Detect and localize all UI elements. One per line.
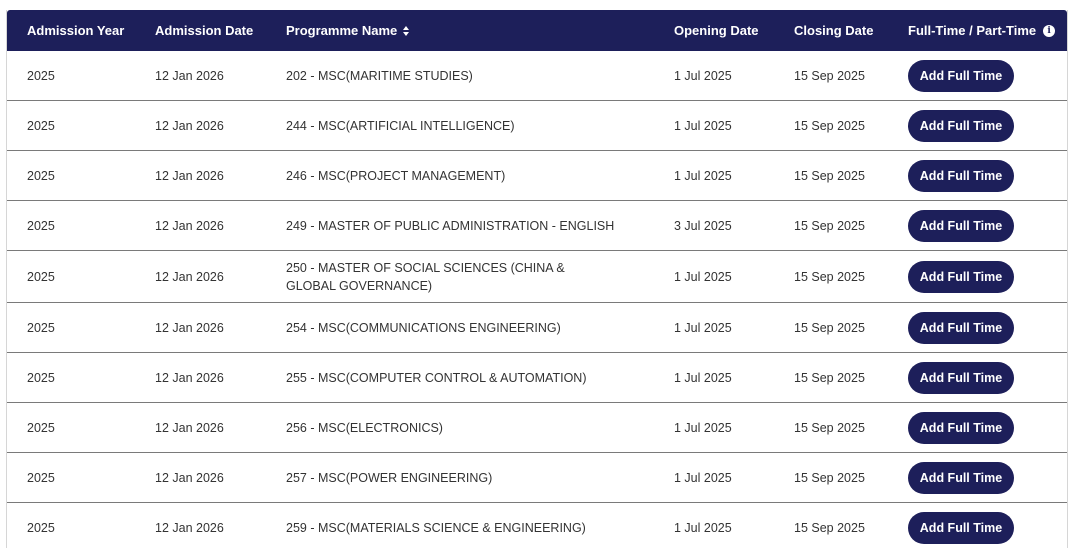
cell-opening-date: 1 Jul 2025 xyxy=(674,420,732,435)
header-opening-date: Opening Date xyxy=(654,10,774,51)
sort-icon[interactable] xyxy=(403,25,410,36)
cell-admission-date: 12 Jan 2026 xyxy=(155,370,224,385)
cell-admission-date: 12 Jan 2026 xyxy=(155,168,224,183)
header-opening-date-label: Opening Date xyxy=(674,23,759,38)
cell-admission-date: 12 Jan 2026 xyxy=(155,269,224,284)
add-full-time-button[interactable]: Add Full Time xyxy=(908,511,1014,544)
cell-closing-date: 15 Sep 2025 xyxy=(794,168,865,183)
cell-year: 2025 xyxy=(27,520,55,535)
table-row: 2025 12 Jan 2026 246 - MSC(PROJECT MANAG… xyxy=(7,151,1067,201)
cell-closing-date: 15 Sep 2025 xyxy=(794,320,865,335)
cell-admission-date: 12 Jan 2026 xyxy=(155,320,224,335)
header-closing-date-label: Closing Date xyxy=(794,23,874,38)
cell-opening-date: 1 Jul 2025 xyxy=(674,470,732,485)
cell-year: 2025 xyxy=(27,68,55,83)
cell-closing-date: 15 Sep 2025 xyxy=(794,520,865,535)
cell-closing-date: 15 Sep 2025 xyxy=(794,470,865,485)
cell-opening-date: 1 Jul 2025 xyxy=(674,118,732,133)
info-icon[interactable]: i xyxy=(1043,24,1056,37)
cell-action: Add Full Time xyxy=(888,260,1067,293)
cell-programme: 254 - MSC(COMMUNICATIONS ENGINEERING) xyxy=(286,320,561,335)
header-mode-label: Full-Time / Part-Time xyxy=(908,23,1037,38)
table-row: 2025 12 Jan 2026 244 - MSC(ARTIFICIAL IN… xyxy=(7,101,1067,151)
cell-programme: 257 - MSC(POWER ENGINEERING) xyxy=(286,470,493,485)
add-full-time-button[interactable]: Add Full Time xyxy=(908,209,1014,242)
cell-action: Add Full Time xyxy=(888,411,1067,444)
cell-year: 2025 xyxy=(27,370,55,385)
header-admission-year: Admission Year xyxy=(7,10,135,51)
cell-closing-date: 15 Sep 2025 xyxy=(794,370,865,385)
cell-programme: 256 - MSC(ELECTRONICS) xyxy=(286,420,443,435)
header-admission-date: Admission Date xyxy=(135,10,266,51)
header-mode: Full-Time / Part-Time i xyxy=(888,10,1067,51)
cell-closing-date: 15 Sep 2025 xyxy=(794,218,865,233)
cell-opening-date: 1 Jul 2025 xyxy=(674,168,732,183)
cell-admission-date: 12 Jan 2026 xyxy=(155,520,224,535)
cell-admission-date: 12 Jan 2026 xyxy=(155,218,224,233)
cell-opening-date: 1 Jul 2025 xyxy=(674,68,732,83)
table-header: Admission Year Admission Date Programme … xyxy=(7,10,1067,51)
cell-opening-date: 1 Jul 2025 xyxy=(674,320,732,335)
cell-admission-date: 12 Jan 2026 xyxy=(155,68,224,83)
cell-admission-date: 12 Jan 2026 xyxy=(155,470,224,485)
cell-opening-date: 1 Jul 2025 xyxy=(674,269,732,284)
cell-closing-date: 15 Sep 2025 xyxy=(794,118,865,133)
cell-programme: 249 - MASTER OF PUBLIC ADMINISTRATION - … xyxy=(286,218,615,233)
cell-admission-date: 12 Jan 2026 xyxy=(155,118,224,133)
cell-action: Add Full Time xyxy=(888,511,1067,544)
table-row: 2025 12 Jan 2026 250 - MASTER OF SOCIAL … xyxy=(7,251,1067,303)
table-row: 2025 12 Jan 2026 255 - MSC(COMPUTER CONT… xyxy=(7,353,1067,403)
cell-year: 2025 xyxy=(27,320,55,335)
cell-year: 2025 xyxy=(27,470,55,485)
add-full-time-button[interactable]: Add Full Time xyxy=(908,109,1014,142)
cell-programme: 259 - MSC(MATERIALS SCIENCE & ENGINEERIN… xyxy=(286,520,586,535)
cell-action: Add Full Time xyxy=(888,59,1067,92)
header-closing-date: Closing Date xyxy=(774,10,888,51)
cell-closing-date: 15 Sep 2025 xyxy=(794,68,865,83)
table-body: 2025 12 Jan 2026 202 - MSC(MARITIME STUD… xyxy=(7,51,1067,548)
table-row: 2025 12 Jan 2026 249 - MASTER OF PUBLIC … xyxy=(7,201,1067,251)
cell-year: 2025 xyxy=(27,269,55,284)
table-row: 2025 12 Jan 2026 256 - MSC(ELECTRONICS) … xyxy=(7,403,1067,453)
header-admission-date-label: Admission Date xyxy=(155,23,254,38)
header-admission-year-label: Admission Year xyxy=(27,23,125,38)
cell-admission-date: 12 Jan 2026 xyxy=(155,420,224,435)
table-row: 2025 12 Jan 2026 257 - MSC(POWER ENGINEE… xyxy=(7,453,1067,503)
cell-action: Add Full Time xyxy=(888,209,1067,242)
cell-programme: 255 - MSC(COMPUTER CONTROL & AUTOMATION) xyxy=(286,370,587,385)
table-row: 2025 12 Jan 2026 259 - MSC(MATERIALS SCI… xyxy=(7,503,1067,548)
cell-year: 2025 xyxy=(27,168,55,183)
cell-action: Add Full Time xyxy=(888,461,1067,494)
header-programme-name-label[interactable]: Programme Name xyxy=(286,23,398,38)
add-full-time-button[interactable]: Add Full Time xyxy=(908,311,1014,344)
add-full-time-button[interactable]: Add Full Time xyxy=(908,461,1014,494)
cell-opening-date: 1 Jul 2025 xyxy=(674,370,732,385)
cell-action: Add Full Time xyxy=(888,159,1067,192)
cell-opening-date: 1 Jul 2025 xyxy=(674,520,732,535)
cell-programme: 244 - MSC(ARTIFICIAL INTELLIGENCE) xyxy=(286,118,515,133)
cell-closing-date: 15 Sep 2025 xyxy=(794,420,865,435)
add-full-time-button[interactable]: Add Full Time xyxy=(908,59,1014,92)
cell-programme: 250 - MASTER OF SOCIAL SCIENCES (CHINA &… xyxy=(286,260,565,293)
programme-table: Admission Year Admission Date Programme … xyxy=(6,10,1068,548)
cell-action: Add Full Time xyxy=(888,109,1067,142)
cell-year: 2025 xyxy=(27,420,55,435)
cell-year: 2025 xyxy=(27,118,55,133)
cell-opening-date: 3 Jul 2025 xyxy=(674,218,732,233)
add-full-time-button[interactable]: Add Full Time xyxy=(908,159,1014,192)
cell-programme: 246 - MSC(PROJECT MANAGEMENT) xyxy=(286,168,506,183)
cell-action: Add Full Time xyxy=(888,311,1067,344)
table-row: 2025 12 Jan 2026 202 - MSC(MARITIME STUD… xyxy=(7,51,1067,101)
cell-closing-date: 15 Sep 2025 xyxy=(794,269,865,284)
table-row: 2025 12 Jan 2026 254 - MSC(COMMUNICATION… xyxy=(7,303,1067,353)
add-full-time-button[interactable]: Add Full Time xyxy=(908,411,1014,444)
cell-year: 2025 xyxy=(27,218,55,233)
cell-programme: 202 - MSC(MARITIME STUDIES) xyxy=(286,68,473,83)
add-full-time-button[interactable]: Add Full Time xyxy=(908,361,1014,394)
cell-action: Add Full Time xyxy=(888,361,1067,394)
add-full-time-button[interactable]: Add Full Time xyxy=(908,260,1014,293)
header-programme-name[interactable]: Programme Name xyxy=(266,10,654,51)
